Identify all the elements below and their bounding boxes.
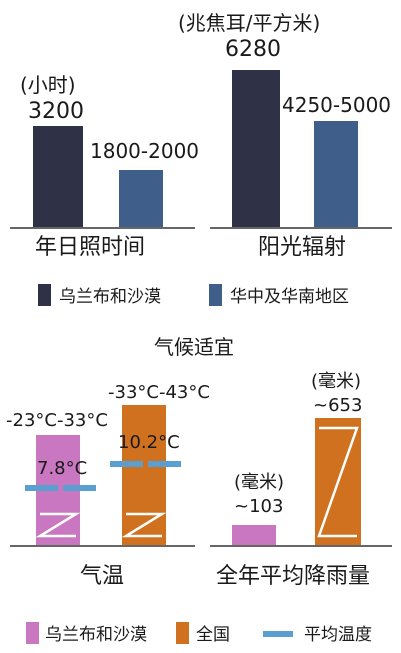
- rain-break-national: [317, 426, 359, 538]
- radiation-bar-central-south: [314, 121, 358, 227]
- radiation-bar-wulanbuhe: [232, 70, 280, 227]
- temp-title: 气温: [80, 564, 124, 589]
- rain-value-label-national: ~653: [313, 395, 362, 416]
- radiation-title: 阳光辐射: [258, 235, 346, 260]
- sunshine-value-label-wulanbuhe: 3200: [28, 99, 84, 124]
- rain-unit-national: (毫米): [311, 371, 361, 392]
- rain-bar-wulanbuhe: [232, 525, 276, 545]
- section-title: 气候适宜: [154, 335, 234, 359]
- rain-title: 全年平均降雨量: [216, 564, 370, 589]
- radiation-value-label-wulanbuhe: 6280: [225, 37, 281, 62]
- temp-break-national: [121, 512, 167, 538]
- sunshine-bar-central-south: [119, 170, 163, 227]
- sunshine-unit: (小时): [20, 73, 76, 97]
- legend-label-central-south: 华中及华南地区: [230, 287, 349, 307]
- temperature-panel: -23°C-33°C -33°C-43°C 7.8°C 10.2°C 气温: [6, 382, 210, 589]
- temp-break-wulanbuhe: [35, 512, 81, 538]
- legend-label-mean-temp: 平均温度: [304, 625, 372, 645]
- temp-mean-label-wulanbuhe: 7.8°C: [37, 458, 87, 479]
- sunshine-title: 年日照时间: [35, 235, 145, 260]
- rain-value-label-wulanbuhe: ~103: [234, 496, 283, 517]
- legend-label-national: 全国: [196, 625, 230, 645]
- legend-label-wulanbuhe: 乌兰布和沙漠: [59, 287, 161, 307]
- temp-mean-label-national: 10.2°C: [118, 432, 180, 453]
- radiation-unit: (兆焦耳/平方米): [178, 11, 320, 35]
- rain-unit-wulanbuhe: (毫米): [234, 472, 284, 493]
- legend-swatch-central-south: [209, 284, 222, 306]
- radiation-panel: (兆焦耳/平方米) 6280 4250-5000 阳光辐射: [178, 11, 392, 260]
- top-legend: 乌兰布和沙漠 华中及华南地区: [38, 284, 349, 307]
- legend-swatch-national: [176, 622, 189, 644]
- rainfall-panel: (毫米) ~103 (毫米) ~653 全年平均降雨量: [210, 371, 392, 589]
- sunshine-value-label-central-south: 1800-2000: [90, 139, 199, 163]
- temp-range-label-national: -33°C-43°C: [108, 382, 210, 403]
- axis-break-marks: [35, 512, 167, 538]
- legend-swatch-wulanbuhe: [38, 284, 51, 306]
- radiation-value-label-central-south: 4250-5000: [282, 93, 391, 117]
- temp-bar-national: [122, 405, 166, 545]
- legend-label-wulanbuhe-2: 乌兰布和沙漠: [45, 625, 147, 645]
- temp-range-label-wulanbuhe: -23°C-33°C: [6, 410, 108, 431]
- sunshine-panel: (小时) 3200 1800-2000 年日照时间: [10, 73, 199, 260]
- bottom-legend: 乌兰布和沙漠 全国 平均温度: [26, 622, 372, 645]
- legend-swatch-wulanbuhe-2: [26, 622, 39, 644]
- sunshine-bar-wulanbuhe: [33, 126, 83, 227]
